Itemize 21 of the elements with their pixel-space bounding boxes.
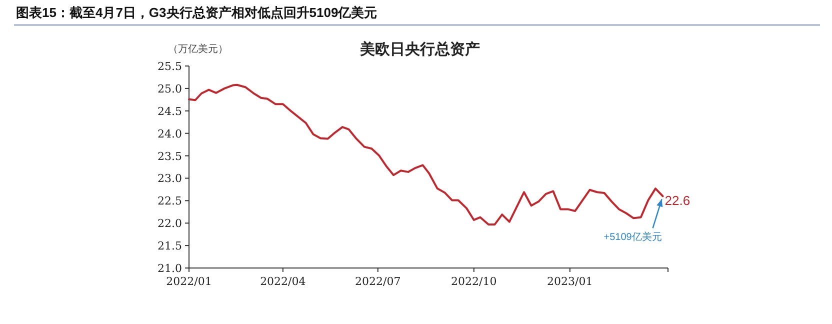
y-tick-label: 22.5 (158, 194, 182, 208)
y-axis-title: （万亿美元） (168, 43, 228, 55)
annotation: +5109亿美元 (604, 231, 662, 244)
y-tick-label: 21.5 (158, 240, 182, 253)
y-tick-label: 23.0 (158, 172, 182, 186)
line-series (188, 84, 664, 226)
y-tick-label: 24.5 (158, 104, 182, 118)
y-tick-label: 21.0 (158, 262, 182, 275)
data-label: 22.6 (664, 193, 690, 208)
x-tick-label: 2022/01 (166, 275, 212, 288)
y-tick-label: 24.0 (158, 127, 182, 140)
y-tick-label: 22.0 (158, 217, 182, 230)
x-tick-label: 2023/01 (547, 275, 593, 288)
x-tick-label: 2022/10 (451, 275, 497, 288)
x-tick-label: 2022/07 (355, 275, 401, 288)
y-tick-label: 23.5 (158, 150, 182, 163)
y-tick-label: 25.5 (158, 60, 182, 73)
x-tick-label: 2022/04 (260, 275, 306, 288)
chart-subtitle: 图表15：截至4月7日，G3央行总资产相对低点回升5109亿美元 (16, 5, 378, 20)
y-tick-label: 25.0 (158, 82, 182, 96)
chart-title: 美欧日央行总资产 (359, 40, 480, 58)
